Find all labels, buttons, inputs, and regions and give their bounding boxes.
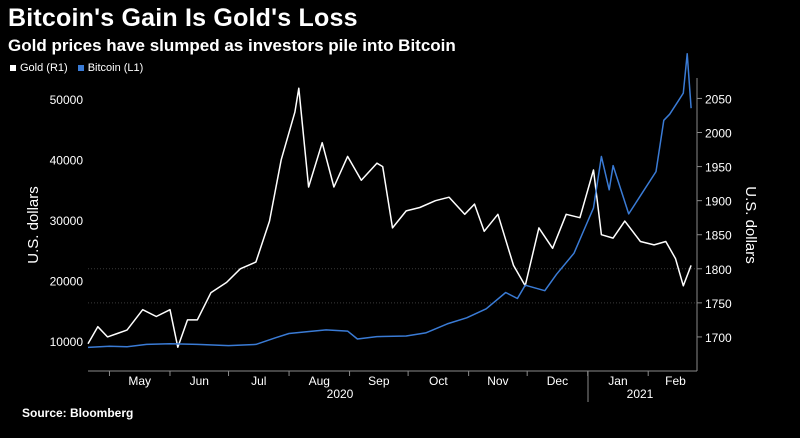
y-tick-label-right: 1750 xyxy=(705,297,732,311)
source-note: Source: Bloomberg xyxy=(22,406,134,420)
y-tick-label-left: 50000 xyxy=(50,93,84,107)
y-tick-label-left: 20000 xyxy=(50,274,84,288)
legend-label-gold: Gold (R1) xyxy=(20,62,68,74)
y-tick-label-left: 30000 xyxy=(50,214,84,228)
x-tick-label: Jan xyxy=(608,374,627,388)
legend-item-gold: Gold (R1) xyxy=(10,62,68,74)
x-tick-label: Oct xyxy=(429,374,448,388)
x-tick-label: Jun xyxy=(190,374,209,388)
y-axis-label-left: U.S. dollars xyxy=(25,186,42,264)
legend-swatch-bitcoin xyxy=(77,65,84,71)
x-tick-label: Nov xyxy=(487,374,508,388)
legend-label-bitcoin: Bitcoin (L1) xyxy=(87,62,144,74)
x-tick-label: Dec xyxy=(547,374,568,388)
y-tick-label-left: 10000 xyxy=(50,335,84,349)
reference-lines xyxy=(88,268,697,304)
x-tick-label: Sep xyxy=(368,374,390,388)
y-axis-label-right: U.S. dollars xyxy=(742,186,759,264)
chart-axes xyxy=(88,78,698,402)
y-tick-label-right: 1850 xyxy=(705,229,732,243)
chart-subtitle: Gold prices have slumped as investors pi… xyxy=(8,36,456,55)
chart-legend: Gold (R1) Bitcoin (L1) xyxy=(10,62,143,74)
y-tick-label-right: 1950 xyxy=(705,161,732,175)
y-tick-label-right: 2000 xyxy=(705,127,732,141)
series-line-gold xyxy=(87,87,692,348)
x-tick-label: Feb xyxy=(665,374,686,388)
legend-swatch-gold xyxy=(10,65,16,71)
x-tick-label: May xyxy=(128,374,151,388)
x-tick-label: Jul xyxy=(251,374,266,388)
year-label-2021: 2021 xyxy=(627,387,654,401)
y-tick-label-right: 1800 xyxy=(705,263,732,277)
x-tick-label: Aug xyxy=(309,374,330,388)
y-tick-label-left: 40000 xyxy=(50,154,84,168)
legend-item-bitcoin: Bitcoin (L1) xyxy=(77,62,144,74)
chart-title: Bitcoin's Gain Is Gold's Loss xyxy=(8,4,358,32)
axis-ticks: 10000 20000 30000 40000 50000 1700 1750 1800 185… xyxy=(50,92,732,388)
y-tick-label-right: 1700 xyxy=(705,331,732,345)
year-label-2020: 2020 xyxy=(327,387,354,401)
series-line-bitcoin xyxy=(87,53,692,349)
y-tick-label-right: 2050 xyxy=(705,92,732,106)
y-tick-label-right: 1900 xyxy=(705,195,732,209)
